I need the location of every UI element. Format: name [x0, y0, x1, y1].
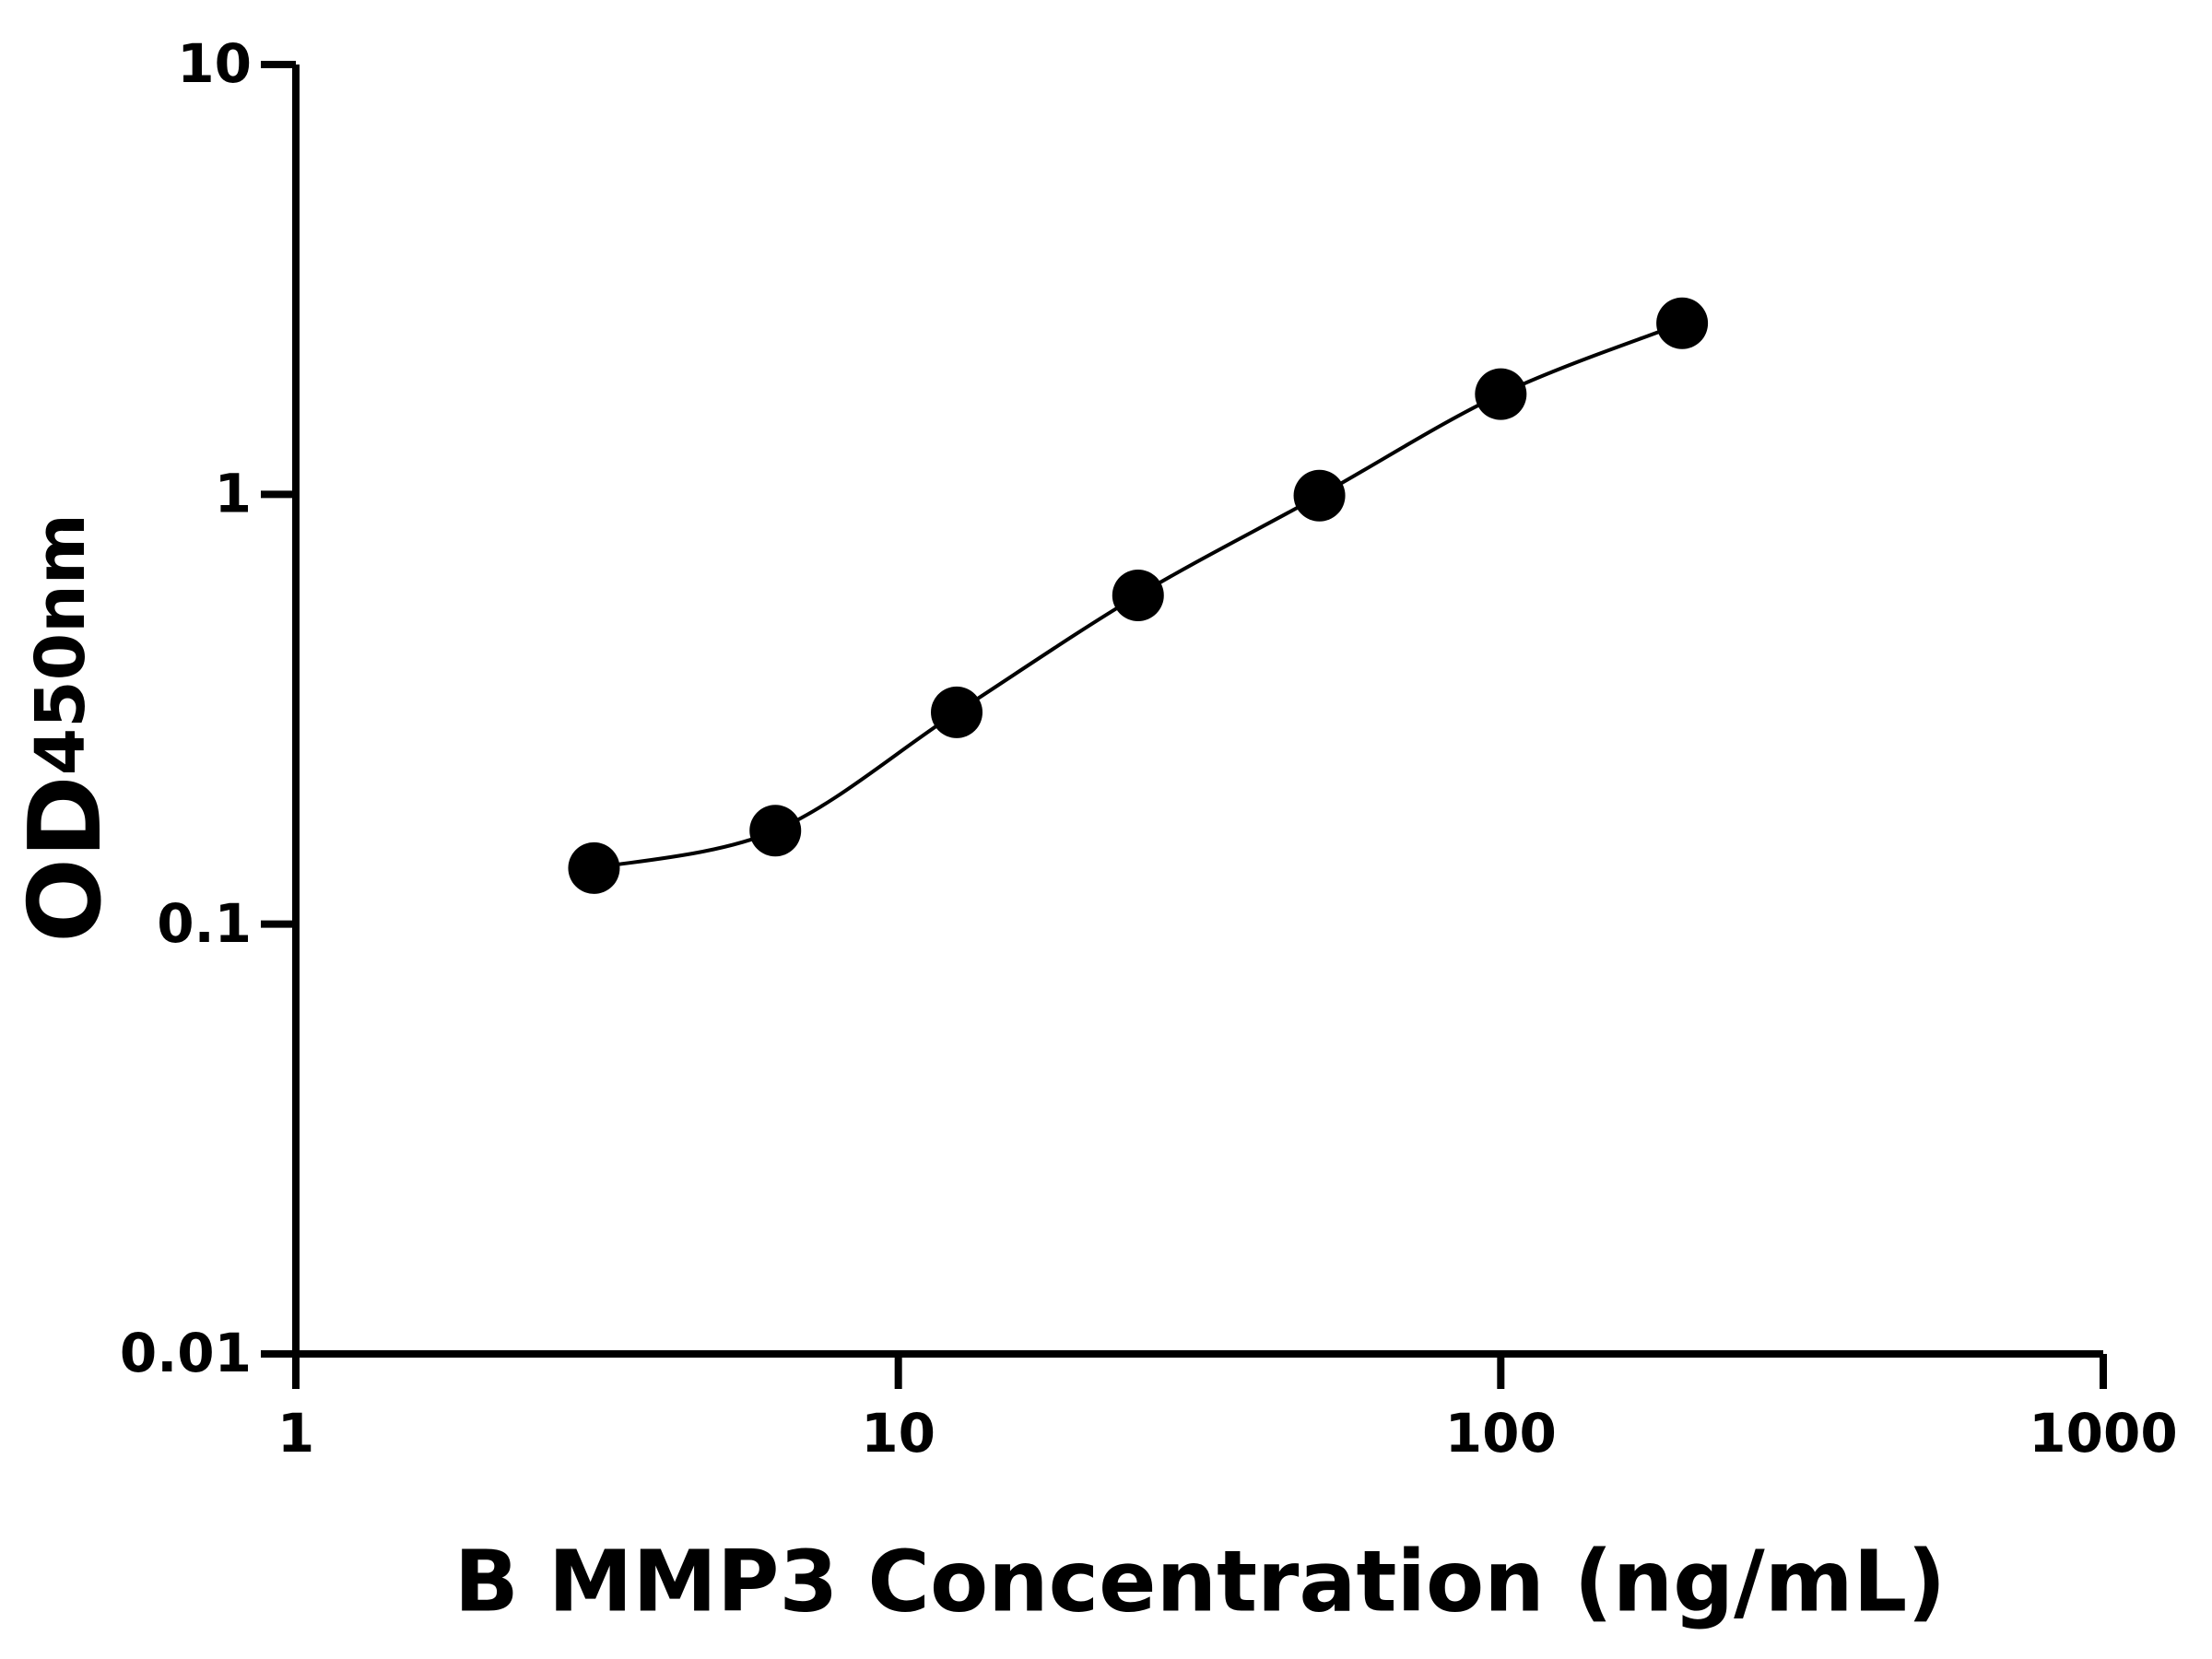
data-point [568, 841, 620, 894]
y-tick-label: 0.1 [157, 892, 252, 955]
y-axis-label-subscript: 450nm [21, 513, 100, 775]
x-tick-label: 1000 [2029, 1402, 2177, 1465]
data-point [1112, 569, 1164, 621]
data-point [1293, 469, 1346, 522]
x-axis-label: B MMP3 Concentration (ng/mL) [454, 1532, 1947, 1630]
y-axis-label: OD450nm [8, 513, 124, 943]
x-tick-label: 1 [277, 1402, 314, 1465]
y-tick-label: 0.01 [120, 1322, 252, 1384]
y-axis-label-main: OD [8, 775, 124, 942]
data-point [931, 686, 983, 738]
data-point [1656, 297, 1709, 349]
x-tick-label: 100 [1445, 1402, 1557, 1465]
x-tick-label: 10 [861, 1402, 935, 1465]
y-tick-label: 1 [215, 462, 252, 524]
data-point [1475, 368, 1527, 420]
data-point [749, 805, 802, 857]
y-tick-label: 10 [177, 32, 252, 95]
